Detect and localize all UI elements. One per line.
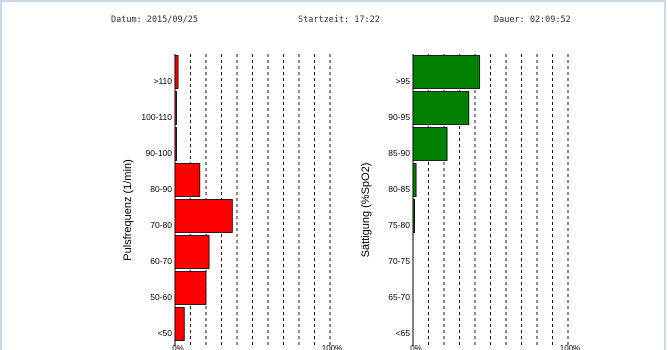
pulse-bar [174,199,233,233]
pulse-bar [174,271,207,305]
spo2-x-tick-label: 0% [410,344,422,350]
pulse-bar [174,91,177,125]
spo2-category-label: 85-90 [388,148,410,158]
spo2-x-tick-label: 100% [560,344,580,350]
pulse-category-label: 50-60 [150,292,172,302]
header-datum: Datum: 2015/09/25 [111,15,198,25]
pulse-bar [174,307,185,341]
spo2-bar [412,199,415,233]
pulse-axis-title: Pulsfrequenz (1/min) [122,159,134,261]
spo2-category-label: 65-70 [388,292,410,302]
spo2-category-label: 90-95 [388,112,410,122]
spo2-bar [412,55,481,89]
pulse-category-label: 90-100 [146,148,173,158]
pulse-bar [174,127,177,161]
pulse-bar [174,163,201,197]
header-startzeit: Startzeit: 17:22 [298,15,380,25]
pulse-x-tick-label: 0% [172,344,184,350]
spo2-category-label: >95 [396,76,411,86]
spo2-axis-title: Sättigung (%SpO2) [360,163,372,258]
spo2-bar [412,127,448,161]
spo2-bar [412,91,470,125]
pulse-category-label: 100-110 [141,112,172,122]
pulse-category-label: <50 [158,328,173,338]
pulse-bar [174,235,210,269]
spo2-category-label: 80-85 [388,184,410,194]
spo2-category-label: 75-80 [388,220,410,230]
pulse-category-label: 60-70 [150,256,172,266]
pulse-category-label: 70-80 [150,220,172,230]
spo2-bar [412,163,417,197]
header-dauer: Dauer: 02:09:52 [494,15,571,25]
pulse-bar [174,55,179,89]
pulse-x-tick-label: 100% [322,344,342,350]
spo2-category-label: 70-75 [388,256,410,266]
pulse-category-label: >110 [153,76,172,86]
spo2-category-label: <65 [396,328,411,338]
pulse-category-label: 80-90 [150,184,172,194]
